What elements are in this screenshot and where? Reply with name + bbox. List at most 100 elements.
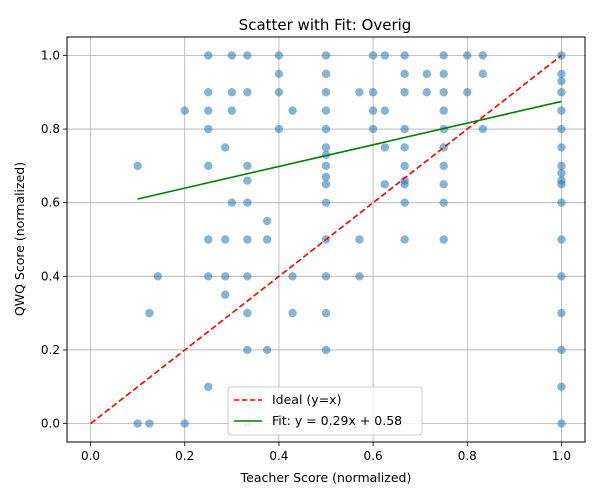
y-tick-label: 1.0 [41, 48, 60, 62]
y-tick-label: 0.4 [41, 269, 60, 283]
plot-frame [66, 36, 586, 443]
scatter-point [243, 198, 252, 207]
scatter-point [439, 51, 448, 60]
legend-fit-label: Fit: y = 0.29x + 0.58 [272, 413, 402, 428]
scatter-point [400, 124, 409, 134]
scatter-point [288, 308, 297, 318]
scatter-point [204, 51, 213, 60]
scatter-point [355, 88, 364, 97]
scatter-point [321, 124, 331, 134]
scatter-point [204, 161, 213, 171]
scatter-point [355, 235, 364, 244]
scatter-point [400, 143, 409, 152]
scatter-point [243, 88, 252, 97]
scatter-point [557, 76, 566, 86]
scatter-point [321, 69, 331, 79]
scatter-point [204, 272, 213, 281]
scatter-point [439, 106, 448, 115]
scatter-point [145, 419, 154, 428]
scatter-point [422, 69, 431, 79]
scatter-point [557, 235, 566, 244]
scatter-point [153, 272, 163, 281]
scatter-point [422, 88, 431, 97]
scatter-point [321, 106, 331, 115]
legend-ideal-label: Ideal (y=x) [272, 392, 341, 407]
scatter-point [557, 180, 566, 189]
scatter-point [227, 88, 237, 97]
y-axis-label: QWQ Score (normalized) [12, 162, 27, 316]
chart-title: Scatter with Fit: Overig [239, 16, 412, 34]
scatter-point [380, 143, 390, 152]
scatter-point [557, 69, 566, 79]
scatter-point [321, 345, 331, 355]
scatter-point [321, 180, 331, 189]
scatter-point [133, 419, 142, 428]
y-tick-label: 0.2 [41, 343, 60, 357]
scatter-point [368, 106, 378, 115]
scatter-point [204, 382, 213, 391]
scatter-point [262, 345, 272, 355]
legend-box [227, 386, 423, 436]
x-tick-label: 0.8 [458, 449, 477, 463]
scatter-point [368, 51, 378, 60]
scatter-point [221, 143, 230, 152]
y-tick-label: 0.6 [41, 196, 60, 210]
scatter-point [221, 272, 230, 281]
scatter-point [400, 51, 409, 60]
scatter-point [463, 51, 472, 60]
scatter-point [180, 419, 189, 428]
scatter-point [380, 180, 390, 189]
scatter-point [243, 272, 252, 281]
scatter-point [557, 382, 566, 391]
scatter-point [439, 198, 448, 207]
scatter-point [321, 51, 331, 60]
scatter-point [557, 106, 566, 115]
scatter-point [439, 88, 448, 97]
scatter-point [288, 272, 297, 281]
scatter-point [400, 88, 409, 97]
scatter-point [133, 161, 142, 171]
scatter-point [439, 161, 448, 171]
scatter-point [227, 198, 237, 207]
x-tick-label: 1.0 [552, 449, 571, 463]
scatter-point [355, 272, 364, 281]
scatter-points [133, 51, 566, 428]
scatter-point [227, 106, 237, 115]
scatter-point [439, 180, 448, 189]
ideal-line [90, 54, 562, 425]
x-axis-label: Teacher Score (normalized) [240, 470, 412, 485]
scatter-point [557, 143, 566, 152]
scatter-point [180, 106, 189, 115]
scatter-point [400, 235, 409, 244]
axis-ticks: 0.0 0.2 0.4 0.6 0.8 1.0 0.0 0.2 0.4 0.6 0.8 1.0 [41, 48, 571, 463]
scatter-point [321, 88, 331, 97]
scatter-point [274, 69, 284, 79]
scatter-point [243, 308, 252, 318]
scatter-point [557, 124, 566, 134]
scatter-point [380, 51, 390, 60]
x-tick-label: 0.0 [81, 449, 100, 463]
fit-line [137, 100, 562, 200]
scatter-point [321, 143, 331, 152]
scatter-point [557, 419, 566, 428]
scatter-point [221, 290, 230, 299]
scatter-point [221, 235, 230, 244]
scatter-point [557, 161, 566, 171]
scatter-point [262, 216, 272, 226]
scatter-point [204, 124, 213, 134]
scatter-point [321, 308, 331, 318]
scatter-point [478, 69, 488, 79]
scatter-point [463, 88, 472, 97]
scatter-point [204, 235, 213, 244]
x-tick-label: 0.4 [269, 449, 288, 463]
scatter-point [368, 88, 378, 97]
x-tick-label: 0.6 [364, 449, 383, 463]
scatter-point [204, 88, 213, 97]
legend: Ideal (y=x) Fit: y = 0.29x + 0.58 [227, 386, 423, 436]
series-lines [90, 54, 562, 425]
scatter-point [557, 272, 566, 281]
scatter-point [243, 51, 252, 60]
scatter-point [557, 345, 566, 355]
scatter-point [243, 235, 252, 244]
scatter-point [557, 198, 566, 207]
